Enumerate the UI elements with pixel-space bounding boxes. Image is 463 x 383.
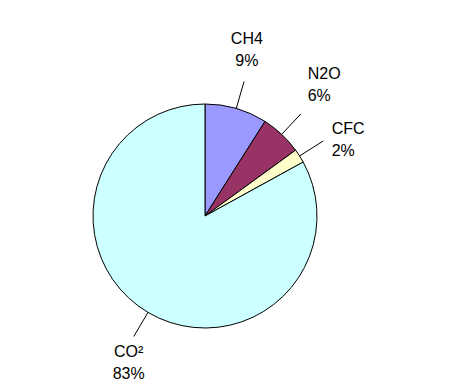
svg-text:CH4: CH4	[231, 30, 263, 47]
svg-text:CFC: CFC	[332, 120, 365, 137]
svg-text:2%: 2%	[332, 142, 355, 159]
svg-text:6%: 6%	[308, 87, 331, 104]
svg-text:9%: 9%	[235, 52, 258, 69]
svg-text:N2O: N2O	[308, 65, 341, 82]
svg-text:83%: 83%	[113, 365, 145, 382]
svg-text:CO²: CO²	[114, 343, 144, 360]
